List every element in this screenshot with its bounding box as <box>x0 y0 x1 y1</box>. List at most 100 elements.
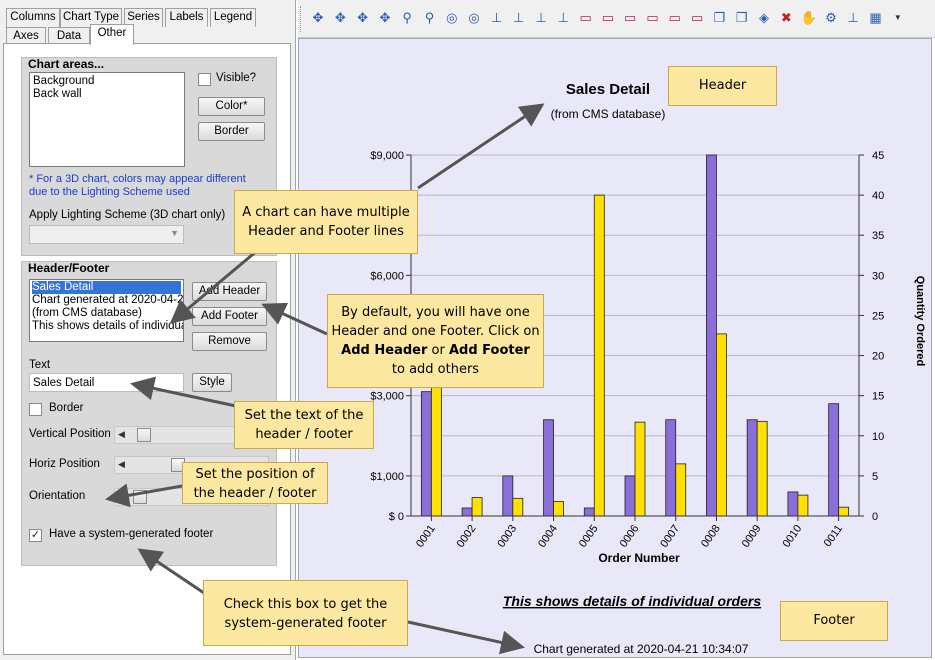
axis-icon[interactable]: ⊥ <box>513 10 525 25</box>
chart-areas-list[interactable]: Background Back wall <box>29 72 185 167</box>
x-tick-label: 0006 <box>618 523 642 550</box>
tab-series[interactable]: Series <box>124 8 163 27</box>
chart-toolbar: ✥ ✥ ✥ ✥ ⚲ ⚲ ◎ ◎ ⊥ ⊥ ⊥ ⊥ ▭ ▭ ▭ ▭ ▭ ▭ ❐ ❐ ◈ ✖ ✋ ⚙ ⊥ ▦ ▼ <box>298 0 935 38</box>
tab-data[interactable]: Data <box>48 27 90 46</box>
rotate-icon[interactable]: ◎ <box>468 10 480 25</box>
callout-text: or <box>431 343 445 358</box>
bar <box>828 403 840 517</box>
point-icon[interactable]: ◈ <box>759 10 769 25</box>
header-footer-item[interactable]: Sales Detail <box>32 281 181 294</box>
tab-columns[interactable]: Columns <box>6 8 60 27</box>
chevron-down-icon[interactable]: ▼ <box>893 13 902 22</box>
header-footer-title: Header/Footer <box>28 261 110 275</box>
options-panel: Columns Chart Type Series Labels Legend Axes… <box>0 0 296 660</box>
bar <box>634 421 646 517</box>
toolbar-grip[interactable] <box>300 6 302 32</box>
box-icon[interactable]: ▭ <box>668 10 681 25</box>
bar <box>553 501 564 517</box>
axis-icon[interactable]: ⊥ <box>557 10 569 25</box>
x-tick-label: 0001 <box>414 523 438 550</box>
move-icon[interactable]: ✥ <box>312 10 324 25</box>
zoom-icon[interactable]: ⚲ <box>402 10 412 25</box>
y-tick-label: $1,000 <box>370 471 404 483</box>
callout-set-text: Set the text of the header / footer <box>234 401 374 449</box>
header-footer-item[interactable]: This shows details of individual o <box>32 320 184 332</box>
move-icon[interactable]: ✥ <box>357 10 369 25</box>
zoom-icon[interactable]: ⚲ <box>424 10 435 25</box>
box-icon[interactable]: ▭ <box>646 10 659 25</box>
y2-axis-label: Quantity Ordered <box>914 276 926 366</box>
bar <box>512 497 524 517</box>
y2-tick-label: 45 <box>872 150 884 162</box>
bar <box>471 497 483 517</box>
visible-checkbox[interactable] <box>198 73 211 86</box>
axis-icon[interactable]: ⊥ <box>490 10 503 25</box>
cube-icon[interactable]: ❐ <box>713 10 726 25</box>
system-footer-checkbox[interactable]: ✓ <box>29 529 42 542</box>
move-icon[interactable]: ✥ <box>334 10 346 25</box>
add-header-button[interactable]: Add Header <box>192 282 267 301</box>
bar <box>665 419 677 517</box>
header-footer-item[interactable]: Chart generated at 2020-04-21 <box>32 294 184 306</box>
slider-thumb[interactable] <box>133 490 147 504</box>
callout-set-position: Set the position of the header / footer <box>182 462 328 504</box>
tab-other[interactable]: Other <box>90 24 134 45</box>
box-icon[interactable]: ▭ <box>601 10 615 25</box>
y2-tick-label: 20 <box>872 351 884 363</box>
box-icon[interactable]: ▭ <box>690 10 704 25</box>
chart-area-item[interactable]: Background <box>33 75 95 87</box>
y-tick-label: $6,000 <box>370 270 404 282</box>
gear-icon[interactable]: ⚙ <box>825 10 837 25</box>
tab-legend[interactable]: Legend <box>210 8 256 27</box>
horiz-position-label: Horiz Position <box>29 458 100 470</box>
add-footer-button[interactable]: Add Footer <box>192 307 267 326</box>
tab-page-other: Chart areas... Background Back wall Visi… <box>3 43 291 655</box>
bar <box>746 419 758 517</box>
style-button[interactable]: Style <box>192 373 232 392</box>
chart-area-item[interactable]: Back wall <box>33 88 82 100</box>
move-icon[interactable]: ✥ <box>379 10 391 25</box>
cube-icon[interactable]: ❐ <box>735 10 748 25</box>
box-icon[interactable]: ▭ <box>579 10 592 25</box>
header-text-field[interactable] <box>29 373 184 392</box>
visible-label: Visible? <box>216 72 257 84</box>
callout-add-header: Add Header <box>341 343 428 358</box>
y-tick-label: $9,000 <box>370 150 404 162</box>
sales-chart[interactable]: 0001 0002 0003 0004 0005 0006 0007 0008 0009 0010… <box>299 39 931 657</box>
reset-icon[interactable]: ✖ <box>780 10 792 25</box>
chevron-left-icon: ◀ <box>118 459 125 469</box>
bar <box>502 475 514 517</box>
palette-icon[interactable]: ▦ <box>869 10 882 25</box>
color-button[interactable]: Color* <box>198 97 265 116</box>
header-footer-list[interactable]: Sales Detail Chart generated at 2020-04-… <box>29 279 184 342</box>
chart-subtitle: (from CMS database) <box>551 107 666 121</box>
x-tick-label: 0003 <box>495 523 519 550</box>
hand-icon[interactable]: ✋ <box>800 10 817 25</box>
tab-labels[interactable]: Labels <box>165 8 208 27</box>
y2-tick-label: 5 <box>872 471 878 483</box>
system-footer: Chart generated at 2020-04-21 10:34:07 <box>534 642 749 656</box>
rotate-icon[interactable]: ◎ <box>446 10 458 25</box>
remove-button[interactable]: Remove <box>192 332 267 351</box>
bar <box>706 154 717 517</box>
x-tick-label: 0007 <box>658 523 682 550</box>
x-tick-label: 0005 <box>577 523 601 550</box>
x-tick-label: 0010 <box>780 523 804 550</box>
box-icon[interactable]: ▭ <box>624 10 637 25</box>
header-footer-item[interactable]: (from CMS database) <box>32 307 142 319</box>
orientation-label: Orientation <box>29 490 86 502</box>
slider-thumb[interactable] <box>137 428 151 442</box>
lighting-label: Apply Lighting Scheme (3D chart only) <box>29 209 226 221</box>
callout-text: By default, you will have one Header and… <box>331 305 540 339</box>
border-checkbox[interactable] <box>29 403 42 416</box>
axis-icon[interactable]: ⊥ <box>535 10 547 25</box>
x-tick-label: 0009 <box>740 523 764 550</box>
border-button[interactable]: Border <box>198 122 265 141</box>
tab-axes[interactable]: Axes <box>6 27 46 46</box>
axis-icon[interactable]: ⊥ <box>847 10 859 25</box>
lighting-note: * For a 3D chart, colors may appear diff… <box>29 173 246 198</box>
vertical-position-slider[interactable]: ◀ <box>114 426 269 444</box>
tab-chart-type[interactable]: Chart Type <box>60 8 122 27</box>
bar <box>838 506 850 517</box>
lighting-select[interactable]: ▼ <box>29 225 184 244</box>
